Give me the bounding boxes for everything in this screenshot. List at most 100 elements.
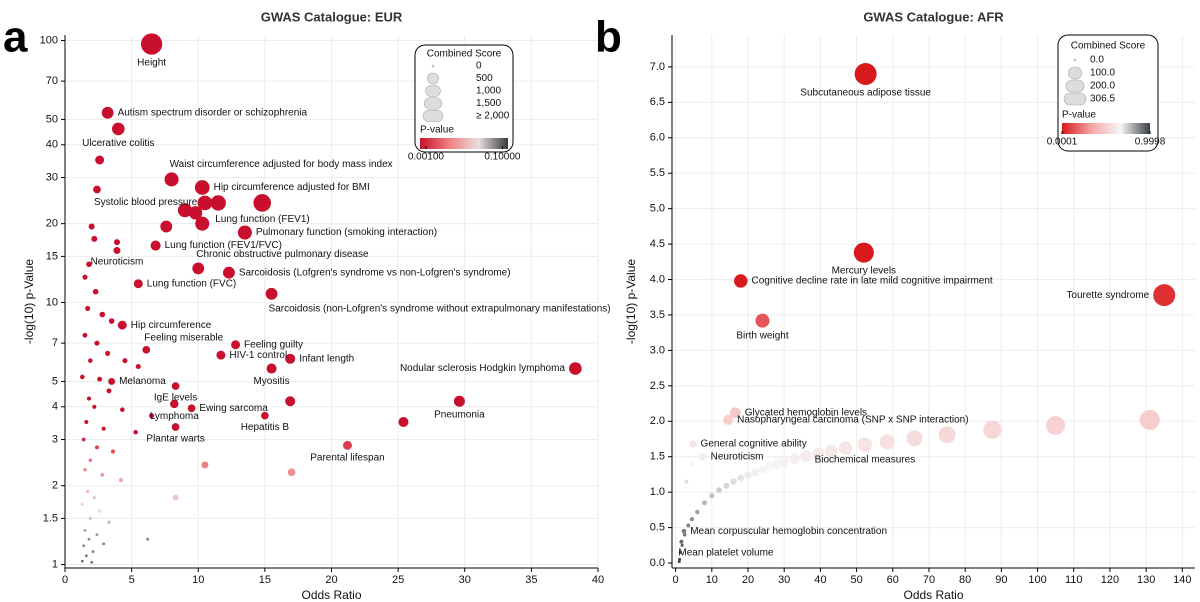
x-tick-label: 120 xyxy=(1101,574,1119,586)
point xyxy=(90,560,93,564)
point-label: Neuroticism xyxy=(91,257,144,268)
x-tick-label: 10 xyxy=(706,574,718,586)
point xyxy=(682,532,687,537)
y-tick-label: 1.0 xyxy=(650,486,665,498)
point-label: Ulcerative colitis xyxy=(82,138,154,149)
point xyxy=(237,225,252,240)
point xyxy=(695,509,700,515)
y-tick-label: 2.5 xyxy=(650,380,665,392)
point xyxy=(84,554,88,558)
point xyxy=(92,496,96,500)
point-label: Mean platelet volume xyxy=(678,547,773,558)
point-label: Feeling miserable xyxy=(144,333,223,344)
point-label: Autism spectrum disorder or schizophreni… xyxy=(118,107,308,118)
point xyxy=(98,509,102,513)
point-label: Height xyxy=(137,57,166,68)
x-tick-label: 30 xyxy=(459,574,471,586)
point xyxy=(108,377,116,385)
y-tick-label: 1.5 xyxy=(650,451,665,463)
point xyxy=(150,240,161,251)
point xyxy=(285,353,296,364)
x-tick-label: 40 xyxy=(814,574,826,586)
y-tick-label: 5.0 xyxy=(650,203,665,215)
point xyxy=(195,216,210,231)
colorbar-tick-label: 0.9998 xyxy=(1135,137,1166,148)
point xyxy=(95,155,105,165)
point xyxy=(113,239,120,246)
point xyxy=(87,537,91,541)
point xyxy=(729,407,741,419)
point xyxy=(938,426,956,444)
y-tick-label: 3 xyxy=(52,433,58,445)
chart-title: GWAS Catalogue: EUR xyxy=(261,9,403,24)
point xyxy=(879,434,895,450)
point xyxy=(118,478,123,483)
point xyxy=(285,396,296,407)
point xyxy=(839,441,853,455)
point xyxy=(120,407,125,412)
point xyxy=(101,106,114,119)
point-label: Subcutaneous adipose tissue xyxy=(800,88,931,99)
point xyxy=(765,461,775,471)
point-label: Birth weight xyxy=(736,330,788,341)
size-legend-label: 0.0 xyxy=(1090,55,1104,66)
point xyxy=(231,340,241,350)
point xyxy=(187,404,196,413)
point xyxy=(287,468,296,477)
point-label: General cognitive ability xyxy=(701,439,807,450)
point xyxy=(1139,409,1160,430)
size-legend-label: 200.0 xyxy=(1090,81,1115,92)
x-tick-label: 0 xyxy=(673,574,679,586)
y-tick-label: 5 xyxy=(52,375,58,387)
y-axis-label: -log(10) p-Value xyxy=(624,259,638,344)
point xyxy=(84,419,89,424)
point-label: Plantar warts xyxy=(146,433,204,444)
point-label: Biochemical measures xyxy=(815,455,916,466)
point xyxy=(100,472,105,477)
point xyxy=(82,544,86,548)
size-legend-symbol xyxy=(423,97,443,110)
point xyxy=(102,542,106,546)
point-label: Mercury levels xyxy=(832,265,896,276)
point-label: Ewing sarcoma xyxy=(199,403,268,414)
point xyxy=(80,374,85,380)
panel-label: a xyxy=(3,13,28,62)
points xyxy=(677,62,1176,564)
x-tick-label: 40 xyxy=(592,574,604,586)
point xyxy=(812,447,825,460)
point xyxy=(755,313,770,328)
point xyxy=(85,305,91,311)
point xyxy=(192,262,205,275)
point xyxy=(101,426,106,431)
point xyxy=(751,468,760,477)
point xyxy=(108,318,115,324)
point xyxy=(188,206,203,220)
point xyxy=(160,220,173,233)
panel-label: b xyxy=(595,13,622,62)
point xyxy=(716,487,722,493)
y-tick-label: 6.5 xyxy=(650,96,665,108)
point xyxy=(88,358,93,363)
x-tick-label: 100 xyxy=(1028,574,1046,586)
point-label: Lung function (FEV1) xyxy=(215,214,309,225)
point xyxy=(730,478,737,485)
point xyxy=(201,461,209,469)
point xyxy=(824,444,838,458)
point xyxy=(107,520,111,524)
point xyxy=(94,340,100,346)
size-legend-symbol xyxy=(1073,58,1077,62)
point xyxy=(210,195,226,211)
point xyxy=(684,479,689,484)
point xyxy=(222,266,235,279)
y-tick-label: 100 xyxy=(40,34,58,46)
point xyxy=(702,500,707,506)
point xyxy=(734,274,748,288)
y-tick-label: 3.0 xyxy=(650,344,665,356)
point xyxy=(140,33,163,55)
point xyxy=(142,345,151,354)
point xyxy=(744,471,752,479)
size-legend-symbol xyxy=(422,109,444,123)
size-legend-label: 500 xyxy=(476,73,493,84)
point xyxy=(171,423,180,431)
point xyxy=(906,430,923,447)
